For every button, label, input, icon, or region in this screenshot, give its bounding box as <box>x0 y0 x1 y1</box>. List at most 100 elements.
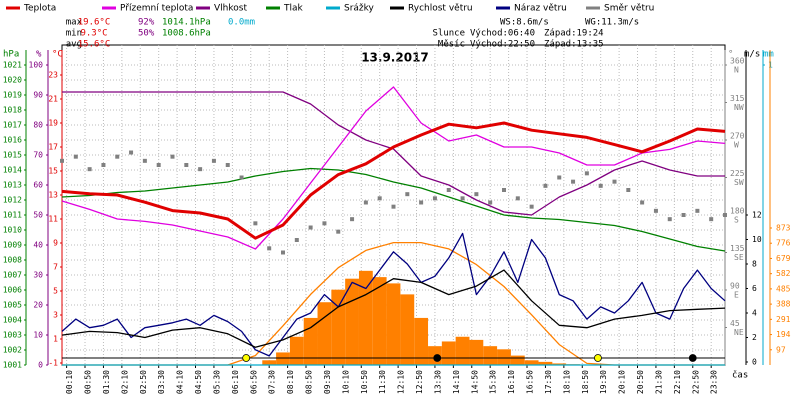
radiation-bar <box>400 294 415 365</box>
y-tick-label: 194 <box>776 330 791 339</box>
astro-set: Západ:13:35 <box>544 40 604 50</box>
x-tick-label: 12:10 <box>397 370 406 394</box>
sun-moon-marker <box>688 354 697 362</box>
y-tick-label: 1001 <box>3 361 22 370</box>
y-tick-label: 1014 <box>3 166 22 175</box>
x-tick-label: 04:50 <box>194 370 203 394</box>
astro-label: Měsíc <box>438 40 465 50</box>
stat-value: 0.0mm <box>228 18 255 28</box>
x-tick-label: 14:50 <box>470 370 479 394</box>
x-tick-label: 08:10 <box>286 370 295 394</box>
x-tick-label: 07:30 <box>268 370 277 394</box>
x-tick-label: 21:30 <box>654 370 663 394</box>
y-tick-label: 9 <box>53 239 58 248</box>
direction-point <box>239 175 244 180</box>
x-tick-label: 13:30 <box>433 370 442 394</box>
y-tick-label: 582 <box>776 269 791 278</box>
x-tick-label: 02:10 <box>120 370 129 394</box>
radiation-bar <box>414 317 429 365</box>
y-tick-label: 1021 <box>3 61 22 70</box>
direction-label: E <box>734 291 739 300</box>
y-tick-label: 90 <box>730 282 740 291</box>
x-tick-label: 18:10 <box>562 370 571 394</box>
radiation-bar <box>510 355 525 365</box>
series-line <box>61 269 726 348</box>
direction-label: S <box>734 216 739 225</box>
stat-value: 1014.1hPa <box>162 18 211 28</box>
sun-moon-marker <box>242 354 251 362</box>
y-tick-label: 873 <box>776 224 791 233</box>
y-tick-label: 4 <box>752 309 757 318</box>
legend-label: Tlak <box>283 4 304 14</box>
direction-point <box>529 204 534 209</box>
x-tick-label: 10:10 <box>341 370 350 394</box>
direction-point <box>667 217 672 222</box>
direction-point <box>363 200 368 205</box>
sun-moon-marker <box>594 354 602 362</box>
direction-point <box>571 179 576 184</box>
axis-unit: ° <box>728 50 733 60</box>
y-tick-label: 1019 <box>3 91 22 100</box>
y-tick-label: 1018 <box>3 106 22 115</box>
x-tick-label: 16:10 <box>507 370 516 394</box>
y-tick-label: 1015 <box>3 151 22 160</box>
x-tick-label: 04:10 <box>176 370 185 394</box>
x-tick-label: 18:50 <box>581 370 590 394</box>
y-tick-label: 1010 <box>3 226 22 235</box>
direction-point <box>612 179 617 184</box>
direction-point <box>211 158 216 163</box>
legend-label: Srážky <box>344 4 375 14</box>
stat-value: 1008.6hPa <box>162 29 211 39</box>
stat-label: max <box>66 18 83 28</box>
y-tick-label: 1017 <box>3 121 22 130</box>
y-tick-label: 1007 <box>3 271 22 280</box>
y-tick-label: 2 <box>752 333 757 342</box>
stat-value: 9.3°C <box>80 29 107 39</box>
direction-point <box>432 196 437 201</box>
y-tick-label: 7 <box>53 263 58 272</box>
legend-label: Teplota <box>23 4 56 14</box>
y-tick-label: 23 <box>48 71 58 80</box>
x-tick-label: 23:30 <box>710 370 719 394</box>
chart-title: 13.9.2017 <box>361 51 429 65</box>
y-tick-label: 679 <box>776 254 791 263</box>
direction-point <box>294 238 299 242</box>
direction-point <box>391 204 396 209</box>
radiation-bar <box>483 346 498 365</box>
direction-point <box>405 192 410 197</box>
direction-point <box>225 163 230 167</box>
direction-label: SW <box>734 178 744 187</box>
radiation-bar <box>386 283 401 365</box>
y-tick-label: 1003 <box>3 331 22 340</box>
stat-value: 50% <box>138 29 155 39</box>
y-tick-label: 270 <box>730 132 745 141</box>
y-tick-label: 135 <box>730 244 745 253</box>
direction-point <box>60 158 64 163</box>
stat-label: avg <box>66 40 82 50</box>
y-tick-label: 10 <box>752 235 762 244</box>
direction-point <box>322 221 327 226</box>
x-axis-label: čas <box>732 370 748 381</box>
direction-label: SE <box>734 253 744 262</box>
x-tick-label: 12:50 <box>415 370 424 394</box>
axis-unit: % <box>36 50 42 60</box>
y-tick-label: 1016 <box>3 136 22 145</box>
direction-point <box>723 213 727 217</box>
y-tick-label: 1012 <box>3 196 22 205</box>
direction-point <box>681 213 686 217</box>
y-tick-label: 1013 <box>3 181 22 190</box>
y-tick-label: 360 <box>730 57 745 66</box>
series-line <box>61 86 726 250</box>
direction-point <box>543 183 548 188</box>
legend-label: Přízemní teplota <box>120 4 193 14</box>
axis-unit: °C <box>52 50 63 60</box>
x-tick-label: 09:30 <box>323 370 332 394</box>
x-tick-label: 08:50 <box>305 370 314 394</box>
radiation-bar <box>331 289 346 365</box>
x-tick-label: 22:50 <box>691 370 700 394</box>
radiation-bar <box>372 277 387 365</box>
series-line <box>61 167 726 252</box>
direction-point <box>129 150 134 155</box>
legend-label: Rychlost větru <box>408 4 473 14</box>
x-tick-label: 11:30 <box>378 370 387 394</box>
